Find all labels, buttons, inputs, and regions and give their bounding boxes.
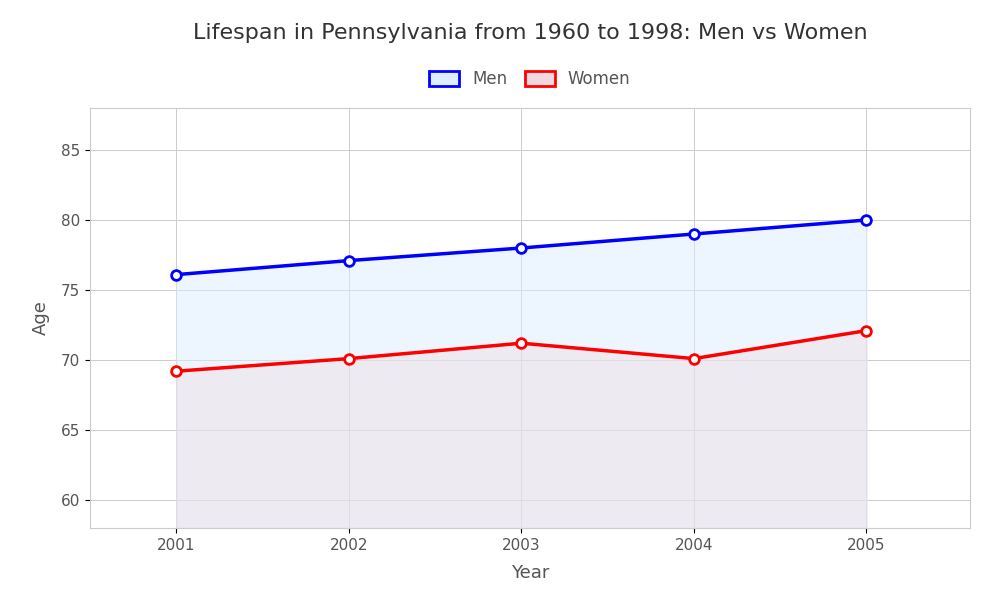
X-axis label: Year: Year [511,564,549,582]
Y-axis label: Age: Age [32,301,50,335]
Title: Lifespan in Pennsylvania from 1960 to 1998: Men vs Women: Lifespan in Pennsylvania from 1960 to 19… [193,23,867,43]
Legend: Men, Women: Men, Women [421,62,639,97]
